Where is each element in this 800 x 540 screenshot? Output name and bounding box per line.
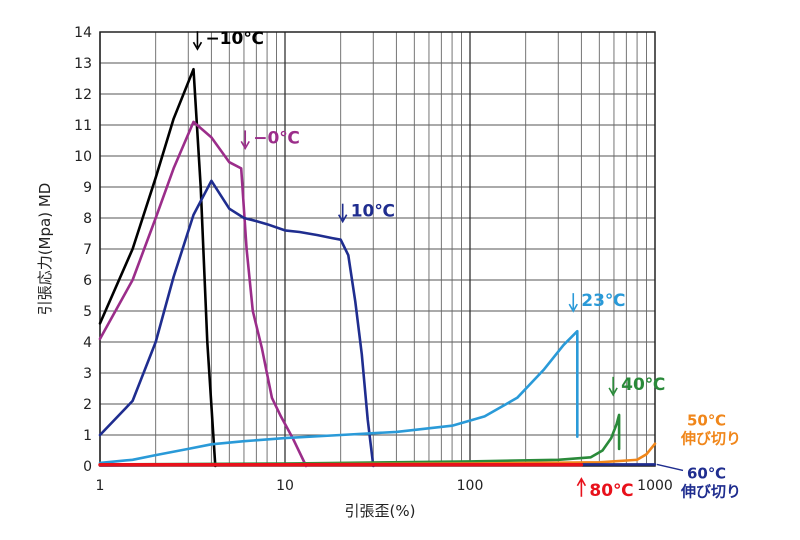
y-tick-label: 6	[83, 273, 92, 289]
x-tick-label: 1000	[637, 478, 673, 494]
y-tick-label: 1	[83, 428, 92, 444]
annotation: 23℃	[568, 291, 626, 313]
annotation: 80℃	[576, 477, 634, 501]
y-tick-label: 7	[83, 242, 92, 258]
y-tick-label: 10	[74, 149, 92, 165]
annotation-label: −10℃	[205, 29, 264, 49]
y-tick-label: 8	[83, 211, 92, 227]
y-tick-label: 11	[74, 118, 92, 134]
annotation-label: 10℃	[351, 202, 395, 222]
x-tick-label: 100	[457, 478, 484, 494]
x-axis-title: 引張歪(%)	[345, 502, 416, 520]
annotation: 10℃	[337, 202, 395, 224]
y-axis-title: 引張応力(Mpa) MD	[36, 183, 54, 316]
series-line	[98, 67, 217, 468]
annotation: −0℃	[240, 128, 300, 151]
y-tick-label: 5	[83, 304, 92, 320]
series-line	[98, 179, 375, 468]
annotation: −10℃	[192, 29, 264, 51]
annotation-label: 50℃	[687, 412, 726, 430]
series-line	[98, 413, 621, 466]
annotation-label: 40℃	[621, 375, 665, 395]
y-tick-label: 4	[83, 335, 92, 351]
x-tick-label: 1	[96, 478, 105, 494]
annotation-label: −0℃	[253, 128, 300, 148]
y-tick-label: 12	[74, 87, 92, 103]
annotation-sublabel: 伸び切り	[680, 430, 741, 448]
annotation: 40℃	[608, 375, 665, 397]
x-tick-label: 10	[276, 478, 294, 494]
y-tick-label: 2	[83, 397, 92, 413]
annotation-label: 80℃	[589, 481, 633, 501]
annotation-label: 23℃	[581, 291, 625, 311]
series-lines	[98, 67, 657, 468]
y-tick-label: 3	[83, 366, 92, 382]
annotation-sublabel: 伸び切り	[680, 482, 741, 500]
y-tick-label: 13	[74, 56, 92, 72]
annotation-label: 60℃	[687, 464, 726, 482]
y-tick-label: 9	[83, 180, 92, 196]
y-tick-label: 14	[74, 25, 92, 41]
series-line	[98, 120, 308, 468]
y-tick-label: 0	[83, 459, 92, 475]
series-line	[98, 329, 579, 465]
